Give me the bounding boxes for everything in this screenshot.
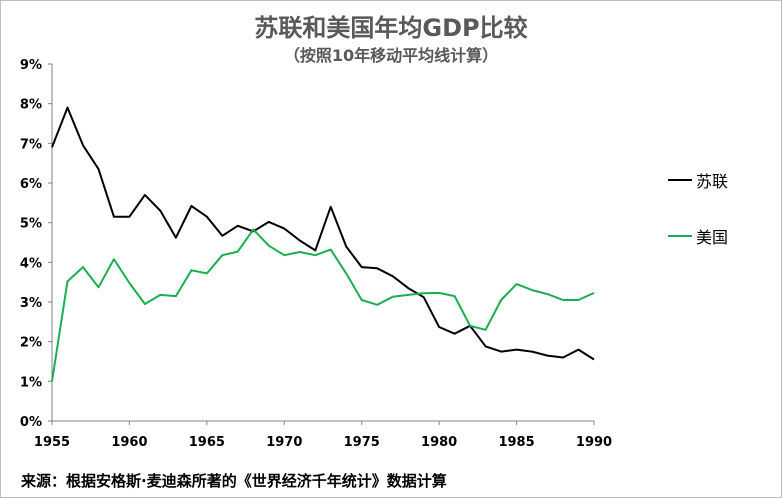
x-tick-label: 1990 xyxy=(576,435,612,450)
legend-label-usa: 美国 xyxy=(696,228,729,247)
y-tick-label: 3% xyxy=(20,296,42,311)
x-tick-label: 1975 xyxy=(344,435,380,450)
y-tick-label: 6% xyxy=(20,177,42,192)
y-tick-label: 5% xyxy=(20,217,42,232)
legend-swatch-usa xyxy=(668,235,692,237)
y-tick-label: 7% xyxy=(20,137,42,152)
x-tick-label: 1985 xyxy=(498,435,534,450)
y-tick-label: 9% xyxy=(20,58,42,73)
y-tick-label: 4% xyxy=(20,256,42,271)
chart-subtitle: （按照10年移动平均线计算） xyxy=(283,46,499,65)
source-note: 来源：根据安格斯·麦迪森所著的《世界经济千年统计》数据计算 xyxy=(21,472,447,490)
x-tick-label: 1955 xyxy=(34,435,70,450)
y-tick-label: 0% xyxy=(20,415,42,430)
x-tick-label: 1965 xyxy=(189,435,225,450)
legend-swatch-soviet xyxy=(668,179,692,181)
y-tick-label: 2% xyxy=(20,336,42,351)
legend-item-soviet: 苏联 xyxy=(668,170,729,191)
y-tick-label: 8% xyxy=(20,98,42,113)
chart-title: 苏联和美国年均GDP比较 xyxy=(254,14,528,42)
series-line-usa xyxy=(51,228,595,382)
y-tick-label: 1% xyxy=(20,375,42,390)
x-tick-label: 1960 xyxy=(111,435,147,450)
x-tick-label: 1980 xyxy=(421,435,457,450)
x-tick-label: 1970 xyxy=(266,435,302,450)
legend-item-usa: 美国 xyxy=(668,226,729,247)
legend-label-soviet: 苏联 xyxy=(696,172,729,191)
series-line-soviet xyxy=(51,106,595,361)
